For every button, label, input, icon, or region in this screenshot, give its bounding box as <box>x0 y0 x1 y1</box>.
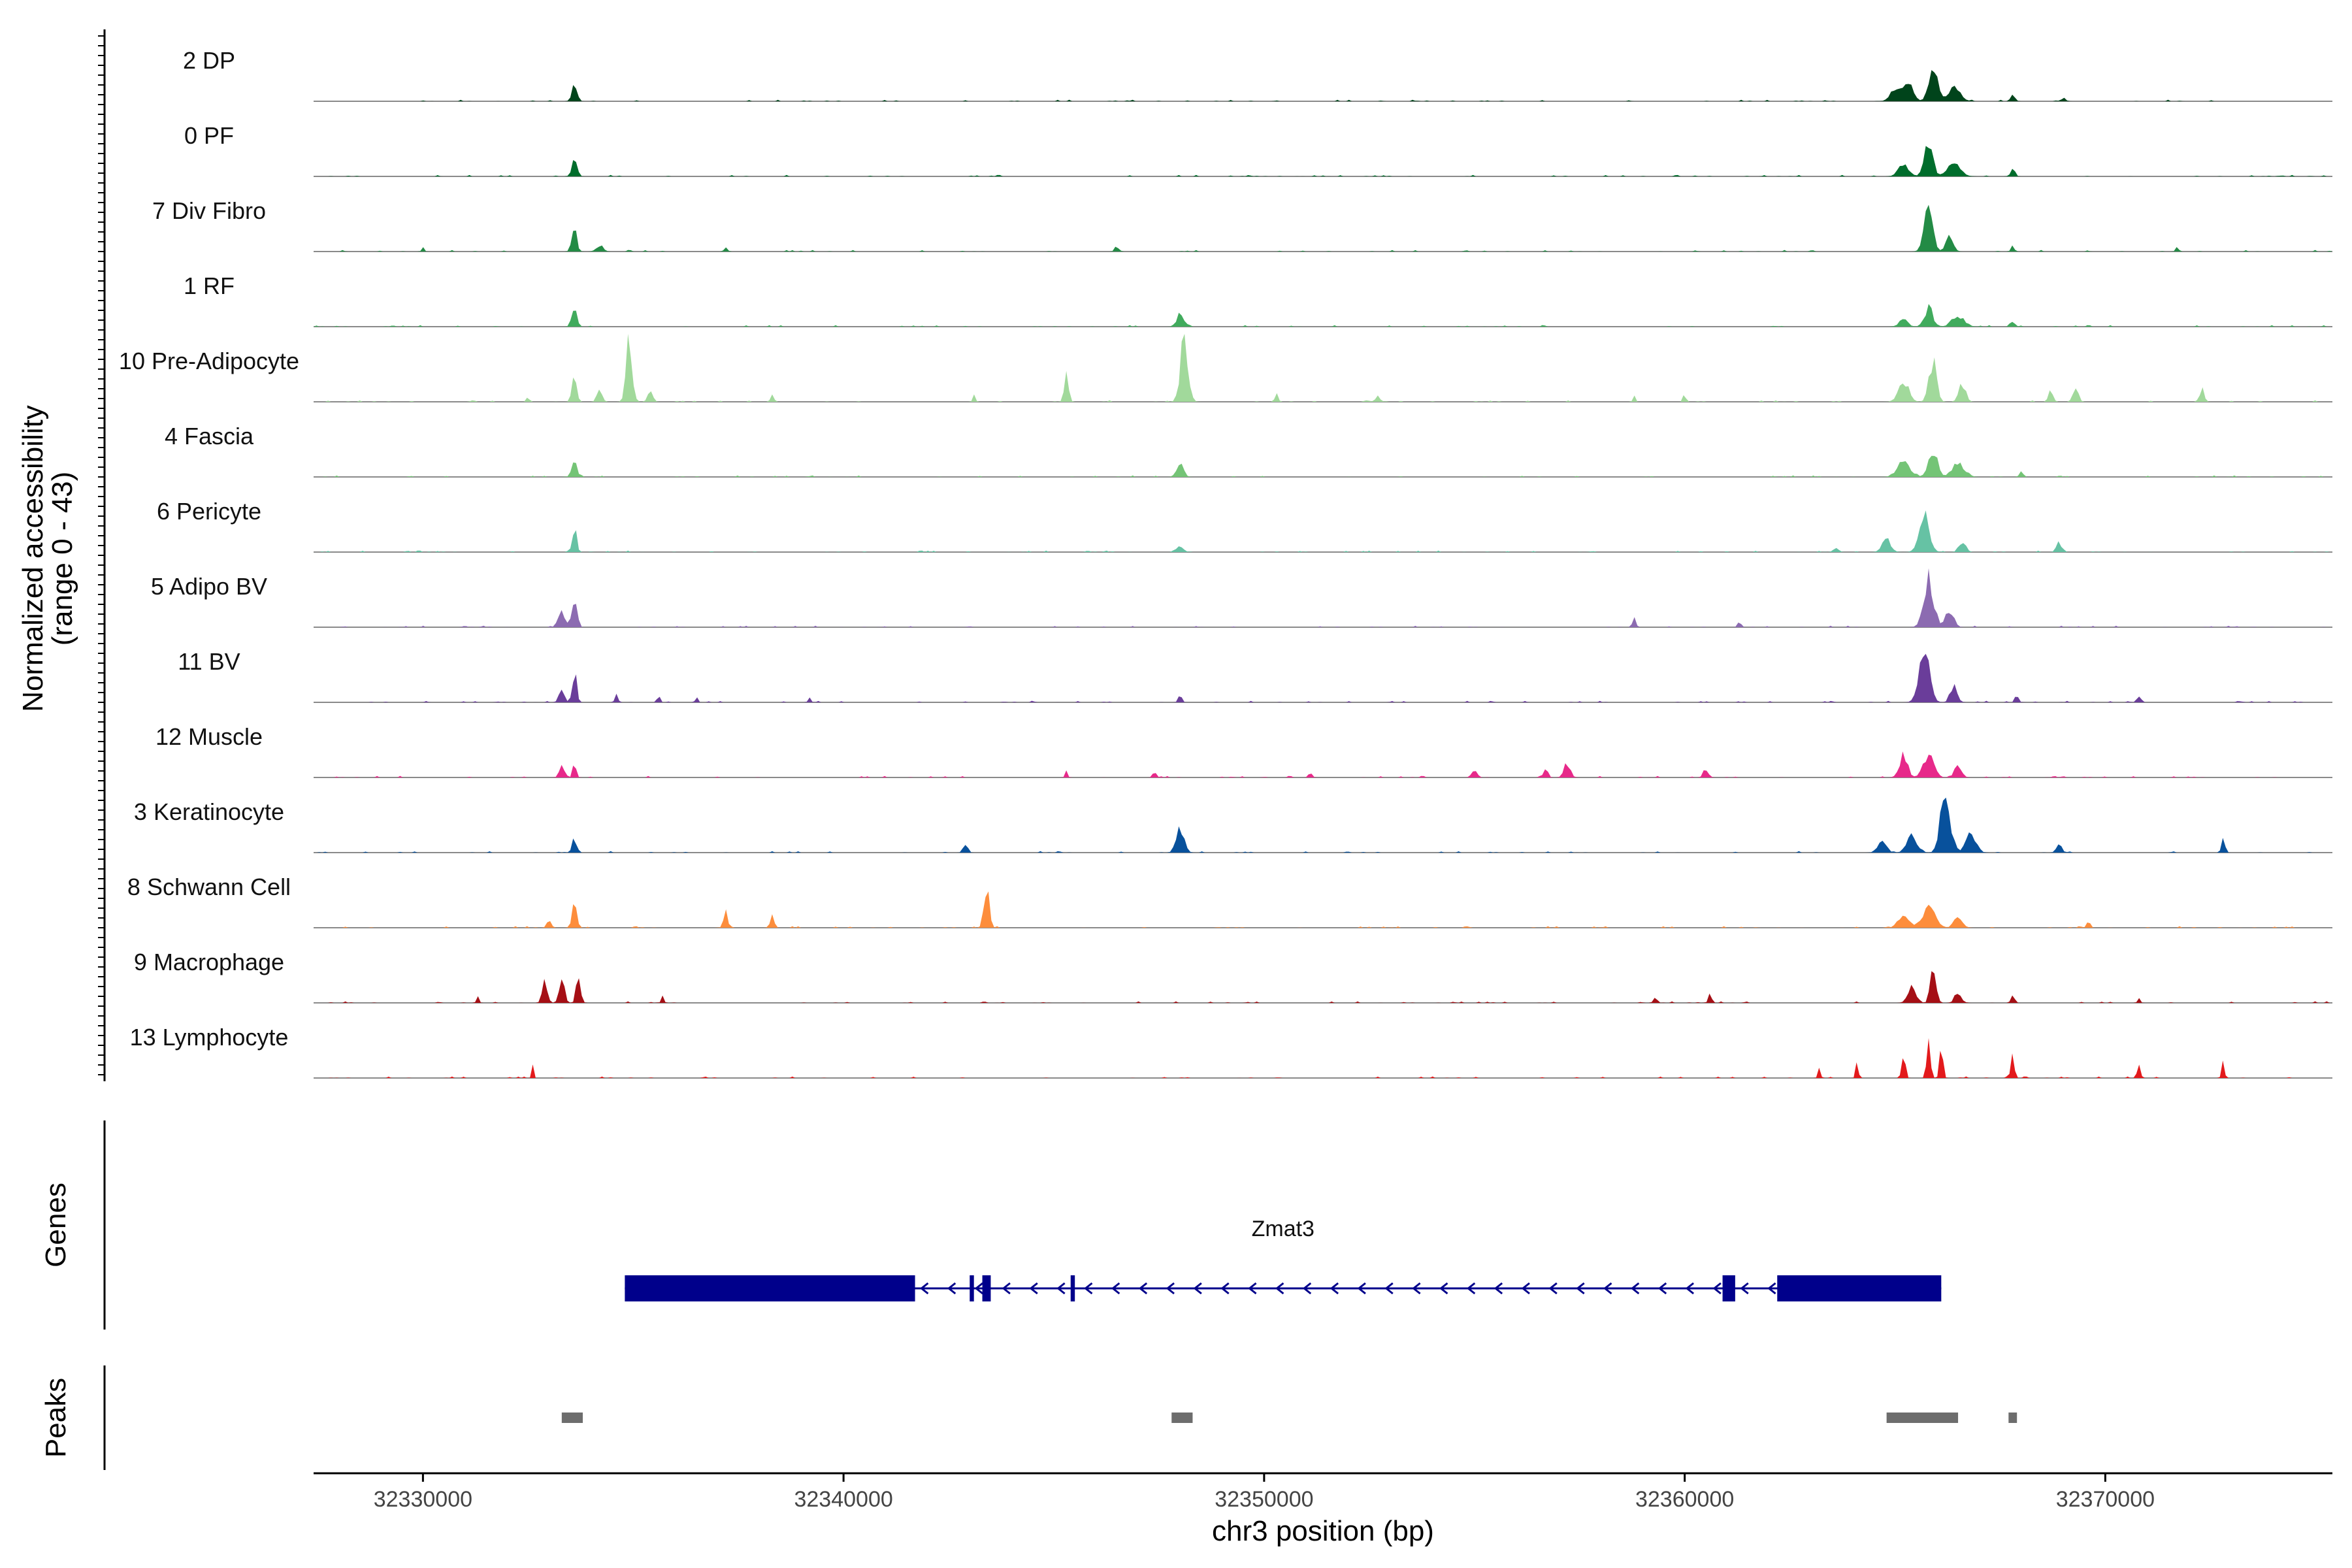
track-coverage-area <box>314 334 2332 402</box>
track-8-schwann-cell: 8 Schwann Cell <box>127 874 2332 928</box>
gene-track <box>625 1275 1941 1301</box>
track-label: 3 Keratinocyte <box>134 798 284 825</box>
track-10-pre-adipocyte: 10 Pre-Adipocyte <box>119 334 2332 402</box>
track-label: 11 BV <box>178 648 240 675</box>
track-2-dp: 2 DP <box>183 47 2332 101</box>
track-coverage-area <box>314 891 2332 928</box>
gene-exon <box>625 1275 915 1301</box>
track-label: 5 Adipo BV <box>151 573 267 600</box>
track-7-div-fibro: 7 Div Fibro <box>152 197 2332 252</box>
track-3-keratinocyte: 3 Keratinocyte <box>134 798 2332 853</box>
y-axis <box>98 29 105 1081</box>
track-coverage-area <box>314 1038 2332 1078</box>
x-tick-label: 32330000 <box>374 1487 472 1512</box>
track-coverage-area <box>314 510 2332 552</box>
track-coverage-area <box>314 654 2332 702</box>
track-label: 2 DP <box>183 47 235 74</box>
x-tick-label: 32350000 <box>1215 1487 1313 1512</box>
genes-panel-label: Genes <box>40 1183 72 1267</box>
track-label: 6 Pericyte <box>157 498 261 525</box>
coverage-plot: 2 DP 0 PF 7 Div Fibro 1 RF 10 Pre-Adipocyte 4… <box>0 0 2352 1568</box>
peak-region <box>2008 1413 2017 1423</box>
track-label: 0 PF <box>184 122 234 149</box>
track-label: 10 Pre-Adipocyte <box>119 348 299 374</box>
track-label: 13 Lymphocyte <box>130 1024 289 1051</box>
x-axis-title: chr3 position (bp) <box>1212 1515 1434 1547</box>
gene-name-label: Zmat3 <box>1252 1217 1315 1241</box>
accessibility-tracks: 2 DP 0 PF 7 Div Fibro 1 RF 10 Pre-Adipocyte 4… <box>119 47 2332 1078</box>
track-coverage-area <box>314 70 2332 101</box>
track-coverage-area <box>314 568 2332 627</box>
track-coverage-area <box>314 798 2332 853</box>
y-axis-title-line1: Normalized accessibility <box>17 405 49 711</box>
track-label: 9 Macrophage <box>134 949 284 975</box>
track-6-pericyte: 6 Pericyte <box>157 498 2332 552</box>
gene-exon <box>1723 1275 1735 1301</box>
gene-exon <box>983 1275 991 1301</box>
track-9-macrophage: 9 Macrophage <box>134 949 2332 1003</box>
peak-region <box>1171 1413 1192 1423</box>
track-coverage-area <box>314 146 2332 176</box>
track-coverage-area <box>314 751 2332 777</box>
track-label: 8 Schwann Cell <box>127 874 291 900</box>
x-tick-label: 32370000 <box>2056 1487 2155 1512</box>
peaks-panel-label: Peaks <box>40 1378 72 1458</box>
track-4-fascia: 4 Fascia <box>165 423 2332 477</box>
gene-exon <box>1777 1275 1941 1301</box>
gene-exon <box>970 1275 973 1301</box>
track-coverage-area <box>314 304 2332 327</box>
track-label: 4 Fascia <box>165 423 254 449</box>
track-1-rf: 1 RF <box>184 272 2332 327</box>
track-coverage-area <box>314 971 2332 1003</box>
peak-region <box>1887 1413 1958 1423</box>
x-tick-label: 32360000 <box>1635 1487 1734 1512</box>
peak-regions-track <box>562 1413 2017 1423</box>
track-0-pf: 0 PF <box>184 122 2332 176</box>
track-11-bv: 11 BV <box>178 648 2332 702</box>
track-5-adipo-bv: 5 Adipo BV <box>151 568 2332 627</box>
track-label: 7 Div Fibro <box>152 197 266 224</box>
peak-region <box>562 1413 583 1423</box>
track-label: 1 RF <box>184 272 235 299</box>
track-label: 12 Muscle <box>155 723 263 750</box>
track-12-muscle: 12 Muscle <box>155 723 2332 777</box>
track-coverage-area <box>314 205 2332 252</box>
gene-exon <box>1071 1275 1075 1301</box>
track-13-lymphocyte: 13 Lymphocyte <box>130 1024 2332 1078</box>
track-coverage-area <box>314 456 2332 477</box>
x-axis: 32330000 32340000 32350000 32360000 32370000 <box>374 1473 2155 1512</box>
y-axis-title-line2: (range 0 - 43) <box>46 472 78 646</box>
x-tick-label: 32340000 <box>794 1487 892 1512</box>
